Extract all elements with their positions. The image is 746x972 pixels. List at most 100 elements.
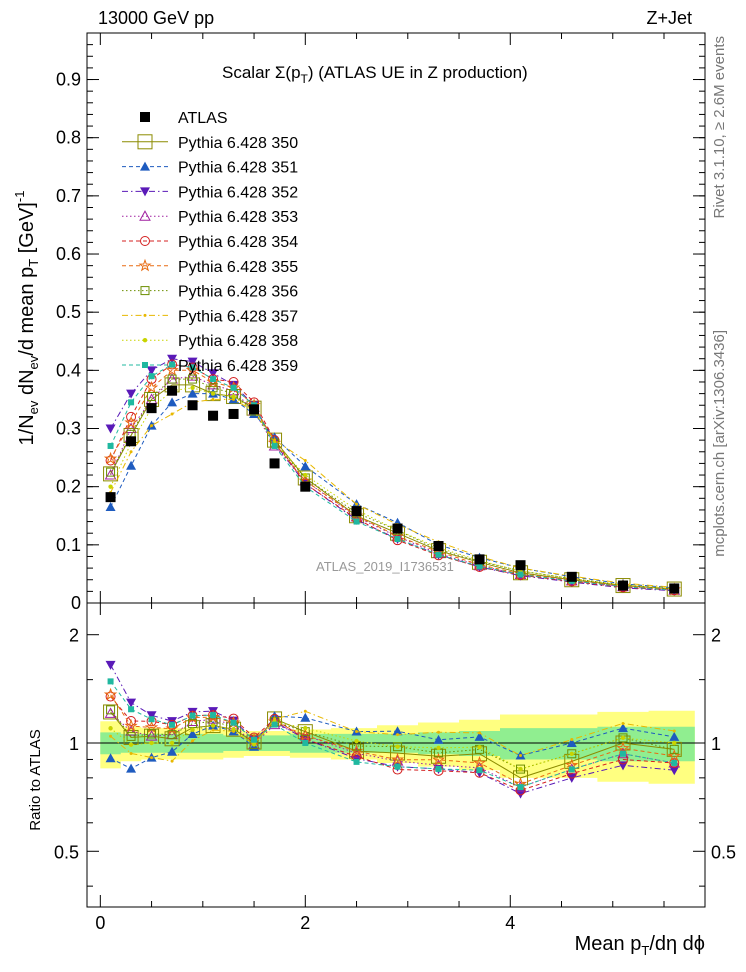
data-point-atlas bbox=[249, 404, 260, 415]
data-point-pythia-6-428-351 bbox=[126, 460, 137, 470]
data-point-pythia-6-428-359 bbox=[148, 373, 155, 380]
legend-entry-pythia-6-428-357: Pythia 6.428 357 bbox=[122, 308, 298, 325]
ratio-band-inner bbox=[100, 726, 695, 762]
y-tick-label: 0.3 bbox=[56, 419, 81, 439]
ratio-plot-frame bbox=[86, 602, 706, 908]
legend-label: Pythia 6.428 358 bbox=[178, 333, 298, 350]
ratio-y-tick-label: 2 bbox=[69, 626, 79, 646]
ratio-point-pythia-6-428-356 bbox=[567, 749, 577, 759]
y-tick-label: 0.1 bbox=[56, 535, 81, 555]
ratio-point-pythia-6-428-357 bbox=[150, 756, 154, 760]
ratio-point-pythia-6-428-358 bbox=[620, 735, 626, 741]
ratio-point-pythia-6-428-357 bbox=[129, 751, 133, 755]
y-tick-label: 0.9 bbox=[56, 70, 81, 90]
data-point-pythia-6-428-355 bbox=[103, 451, 118, 465]
ratio-line-pythia-6-428-359 bbox=[110, 681, 675, 788]
ratio-y-tick-label-right: 2 bbox=[711, 626, 721, 646]
ratio-point-pythia-6-428-354 bbox=[167, 719, 178, 730]
analysis-watermark: ATLAS_2019_I1736531 bbox=[316, 559, 454, 574]
ratio-point-pythia-6-428-357 bbox=[303, 709, 307, 713]
ratio-point-pythia-6-428-353 bbox=[125, 725, 137, 736]
y-tick-label: 0.7 bbox=[56, 186, 81, 206]
data-point-pythia-6-428-352 bbox=[126, 389, 137, 399]
ratio-point-pythia-6-428-357 bbox=[211, 728, 215, 732]
ratio-point-pythia-6-428-355 bbox=[206, 710, 220, 723]
data-point-atlas bbox=[126, 436, 137, 447]
legend-entry-pythia-6-428-352: Pythia 6.428 352 bbox=[122, 184, 298, 201]
data-point-pythia-6-428-359 bbox=[189, 364, 196, 371]
data-point-pythia-6-428-359 bbox=[353, 518, 360, 525]
series-line-pythia-6-428-357 bbox=[110, 398, 675, 588]
series-atlas bbox=[105, 385, 680, 594]
ratio-line-pythia-6-428-357 bbox=[110, 710, 675, 762]
legend-entry-pythia-6-428-355: Pythia 6.428 355 bbox=[122, 258, 298, 276]
legend-marker bbox=[139, 210, 151, 221]
data-point-pythia-6-428-350 bbox=[666, 581, 682, 597]
ratio-point-pythia-6-428-351 bbox=[433, 734, 444, 744]
data-point-pythia-6-428-359 bbox=[476, 563, 483, 570]
ratio-point-pythia-6-428-357 bbox=[621, 721, 625, 725]
legend-label: Pythia 6.428 356 bbox=[178, 284, 298, 301]
ratio-point-pythia-6-428-358 bbox=[436, 745, 441, 751]
data-point-atlas bbox=[146, 403, 157, 414]
legend-entry-atlas: ATLAS bbox=[140, 110, 228, 127]
data-point-pythia-6-428-359 bbox=[517, 571, 524, 578]
ratio-point-pythia-6-428-359 bbox=[271, 721, 278, 728]
data-point-atlas bbox=[566, 571, 577, 582]
y-tick-label: 0 bbox=[71, 593, 81, 613]
y-tick-label: 0.6 bbox=[56, 244, 81, 264]
data-point-atlas bbox=[618, 580, 629, 591]
ratio-point-pythia-6-428-352 bbox=[515, 789, 526, 799]
ratio-series-pythia-6-428-359 bbox=[107, 678, 678, 791]
ratio-point-pythia-6-428-359 bbox=[148, 716, 155, 723]
ratio-point-pythia-6-428-359 bbox=[353, 758, 360, 765]
ratio-point-pythia-6-428-352 bbox=[167, 717, 178, 727]
ratio-point-pythia-6-428-356 bbox=[167, 730, 177, 740]
x-tick-label: 2 bbox=[300, 913, 310, 933]
legend-entry-pythia-6-428-356: Pythia 6.428 356 bbox=[122, 284, 298, 301]
ratio-point-pythia-6-428-358 bbox=[251, 742, 257, 747]
ratio-point-pythia-6-428-355 bbox=[667, 748, 681, 762]
ratio-point-pythia-6-428-359 bbox=[476, 767, 483, 774]
data-point-pythia-6-428-352 bbox=[146, 366, 157, 376]
legend-marker bbox=[142, 338, 148, 343]
ratio-point-pythia-6-428-358 bbox=[354, 738, 359, 744]
legend-entry-pythia-6-428-358: Pythia 6.428 358 bbox=[122, 333, 298, 350]
data-point-atlas bbox=[433, 541, 444, 551]
ratio-point-pythia-6-428-355 bbox=[103, 687, 118, 701]
ratio-y-tick-label-right: 1 bbox=[711, 734, 721, 754]
legend-label: Pythia 6.428 351 bbox=[178, 160, 298, 177]
data-point-pythia-6-428-359 bbox=[230, 384, 237, 391]
y-axis-label: 1/Nev dNev/d mean pT [GeV]-1 bbox=[12, 191, 41, 446]
ratio-point-pythia-6-428-356 bbox=[147, 729, 157, 739]
data-point-pythia-6-428-359 bbox=[271, 442, 278, 449]
data-point-atlas bbox=[187, 400, 198, 411]
data-point-pythia-6-428-350 bbox=[103, 466, 119, 482]
legend-marker bbox=[140, 187, 150, 197]
side-label-rivet: Rivet 3.1.10, ≥ 2.6M events bbox=[711, 36, 728, 219]
legend-label: Pythia 6.428 350 bbox=[178, 135, 298, 152]
ratio-point-pythia-6-428-356 bbox=[516, 764, 526, 774]
ratio-point-pythia-6-428-351 bbox=[669, 731, 680, 741]
header-left: 13000 GeV pp bbox=[98, 8, 214, 28]
x-tick-label: 4 bbox=[505, 913, 515, 933]
legend-marker bbox=[140, 112, 150, 122]
data-point-pythia-6-428-354 bbox=[126, 411, 137, 422]
series-line-pythia-6-428-354 bbox=[110, 363, 675, 591]
data-point-pythia-6-428-355 bbox=[185, 363, 200, 377]
data-point-pythia-6-428-357 bbox=[303, 459, 307, 462]
data-point-atlas bbox=[351, 506, 362, 517]
data-point-pythia-6-428-358 bbox=[108, 484, 113, 489]
ratio-point-pythia-6-428-355 bbox=[472, 755, 487, 769]
ratio-point-pythia-6-428-358 bbox=[210, 723, 216, 728]
legend-entry-pythia-6-428-350: Pythia 6.428 350 bbox=[122, 134, 298, 152]
ratio-point-pythia-6-428-355 bbox=[431, 752, 446, 766]
ratio-point-pythia-6-428-359 bbox=[107, 678, 114, 685]
ratio-point-pythia-6-428-357 bbox=[570, 738, 574, 742]
data-point-pythia-6-428-351 bbox=[187, 388, 198, 398]
legend-label: ATLAS bbox=[178, 110, 228, 127]
ratio-point-pythia-6-428-359 bbox=[435, 765, 442, 772]
data-point-pythia-6-428-357 bbox=[129, 450, 133, 454]
side-label-mcplots: mcplots.cern.ch [arXiv:1306.3436] bbox=[711, 330, 728, 557]
